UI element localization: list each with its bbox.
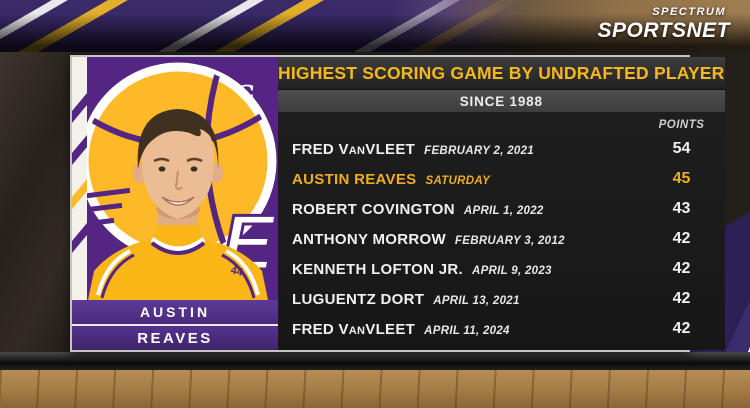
game-date: APRIL 11, 2024	[424, 324, 510, 337]
left-wall-background	[0, 52, 70, 408]
table-row: KENNETH LOFTON JR. APRIL 9, 2023 42	[278, 254, 725, 284]
points-value: 42	[672, 320, 691, 337]
sportsnet-logo-sportsnet: SPORTSNET	[597, 19, 730, 42]
player-name: ROBERT COVINGTON	[292, 200, 455, 218]
points-value: 43	[672, 200, 691, 217]
sportsnet-logo: SPECTRUM SPORTSNET	[597, 6, 730, 42]
player-nameplate: AUSTIN REAVES	[72, 300, 278, 350]
player-name: AUSTIN REAVES	[292, 170, 417, 188]
wood-floor	[0, 370, 750, 408]
game-date: APRIL 13, 2021	[433, 294, 520, 307]
player-name: KENNETH LOFTON JR.	[292, 260, 463, 278]
player-last-name: REAVES	[72, 326, 278, 350]
points-column-header-row: POINTS	[278, 115, 725, 134]
top-shadow-overlay	[0, 0, 750, 52]
table-row: FRED VanVLEET APRIL 11, 2024 42	[278, 314, 725, 344]
table-row: FRED VanVLEET FEBRUARY 2, 2021 54	[278, 134, 725, 164]
game-date: FEBRUARY 3, 2012	[454, 234, 565, 247]
player-photo-panel: ANG E	[72, 57, 278, 350]
points-column-header: POINTS	[658, 118, 705, 131]
game-date: FEBRUARY 2, 2021	[424, 144, 534, 157]
game-date: SATURDAY	[425, 174, 491, 187]
table-row: LUGUENTZ DORT APRIL 13, 2021 42	[278, 284, 725, 314]
game-date: APRIL 1, 2022	[463, 204, 544, 217]
game-date: APRIL 9, 2023	[471, 264, 552, 277]
player-name: FRED VanVLEET	[292, 140, 416, 158]
sportsnet-logo-spectrum: SPECTRUM	[652, 6, 726, 18]
table-row: ROBERT COVINGTON APRIL 1, 2022 43	[278, 194, 725, 224]
player-name: FRED VanVLEET	[292, 320, 416, 338]
player-name: LUGUENTZ DORT	[292, 290, 425, 308]
points-value: 42	[672, 260, 691, 277]
nameplate-divider	[72, 324, 278, 326]
points-value: 54	[672, 140, 691, 157]
table-title: HIGHEST SCORING GAME BY UNDRAFTED PLAYER	[278, 57, 725, 90]
stat-table-body: POINTS FRED VanVLEET FEBRUARY 2, 2021 54…	[278, 112, 725, 350]
table-row-highlighted: AUSTIN REAVES SATURDAY 45	[278, 164, 725, 194]
lower-dark-band	[0, 352, 750, 374]
stat-card: ANG E	[70, 55, 725, 352]
jersey-number: 44	[229, 264, 245, 279]
stat-table-panel: HIGHEST SCORING GAME BY UNDRAFTED PLAYER…	[278, 57, 725, 350]
player-figure: 44	[88, 109, 268, 300]
points-value: 45	[672, 170, 691, 187]
points-value: 42	[672, 290, 691, 307]
table-subtitle: SINCE 1988	[278, 90, 725, 112]
player-first-name: AUSTIN	[72, 300, 278, 324]
table-row: ANTHONY MORROW FEBRUARY 3, 2012 42	[278, 224, 725, 254]
player-name: ANTHONY MORROW	[292, 230, 446, 248]
player-headshot-image: ANG E	[72, 57, 278, 300]
points-value: 42	[672, 230, 691, 247]
